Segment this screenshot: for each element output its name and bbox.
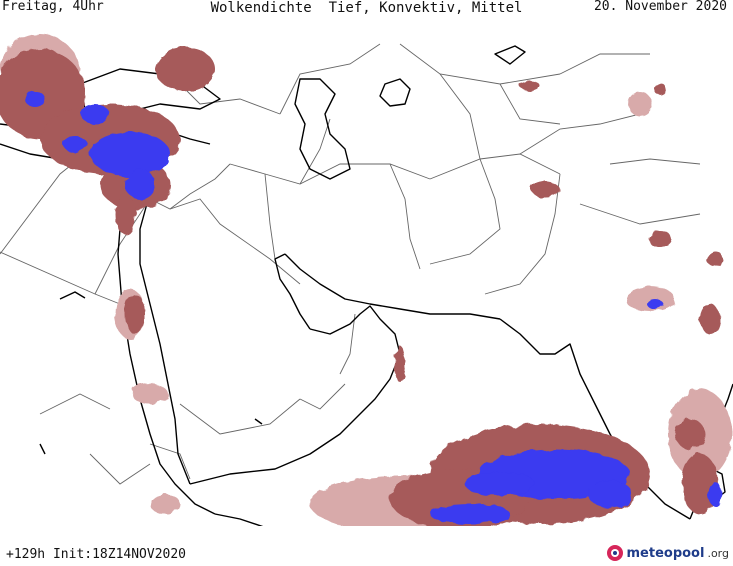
cloud-density-map — [0, 14, 733, 526]
brand-name: meteopool — [626, 545, 705, 561]
map-footer: +129h Init:18Z14NOV2020 meteopool .org — [0, 526, 733, 566]
brand-tld: .org — [707, 546, 729, 560]
country-borders — [0, 43, 701, 485]
dense-cloud-field — [0, 47, 723, 526]
map-title: Wolkendichte Tief, Konvektiv, Mittel — [210, 0, 523, 16]
convective-cloud-field — [25, 91, 722, 524]
meteopool-logo-icon — [606, 545, 623, 561]
brand-logo[interactable]: meteopool .org — [606, 544, 729, 562]
valid-date: 20. November 2020 — [593, 0, 727, 14]
forecast-day-time: Freitag, 4Uhr — [2, 0, 104, 14]
model-run-info: +129h Init:18Z14NOV2020 — [6, 547, 187, 562]
